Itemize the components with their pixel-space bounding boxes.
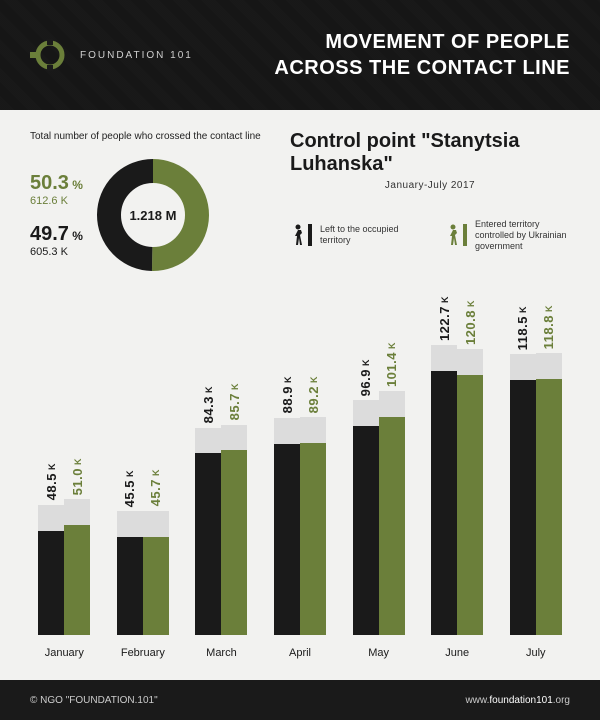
month-group: 118.5 K118.8 KJuly [505, 301, 566, 635]
donut-chart: 1.218 M [93, 155, 213, 275]
black-sub: 605.3 K [30, 246, 83, 258]
donut-block: Total number of people who crossed the c… [30, 130, 270, 275]
green-pct: 50.3 [30, 172, 69, 194]
legend-entered: Entered territory controlled by Ukrainia… [445, 219, 570, 251]
month-label: February [121, 647, 165, 659]
content: Total number of people who crossed the c… [0, 110, 600, 675]
legend-left-text: Left to the occupied territory [320, 224, 415, 246]
walker-left-icon [290, 224, 312, 246]
month-group: 96.9 K101.4 KMay [348, 338, 409, 635]
header-title: MOVEMENT OF PEOPLE ACROSS THE CONTACT LI… [274, 29, 570, 81]
green-sub: 612.6 K [30, 195, 83, 207]
footer-left: © NGO "FOUNDATION.101" [30, 695, 158, 706]
month-group: 45.5 K45.7 KFebruary [113, 465, 174, 635]
logo-icon [30, 37, 66, 73]
legend: Left to the occupied territory Entered t… [290, 219, 570, 251]
donut-stats: 50.3 % 612.6 K 49.7 % 605.3 K [30, 172, 83, 258]
month-label: April [289, 647, 311, 659]
month-label: July [526, 647, 546, 659]
legend-left: Left to the occupied territory [290, 219, 415, 251]
control-point-period: January-July 2017 [290, 180, 570, 191]
brand-text: FOUNDATION 101 [80, 50, 193, 61]
bar-chart: 48.5 K51.0 KJanuary 45.5 K45.7 KFebruary 8… [30, 305, 570, 665]
header: FOUNDATION 101 MOVEMENT OF PEOPLE ACROSS… [0, 0, 600, 110]
month-label: March [206, 647, 237, 659]
stat-black: 49.7 % 605.3 K [30, 223, 83, 258]
footer-url-bold: foundation101 [489, 695, 552, 706]
control-point-title: Control point "Stanytsia Luhanska" [290, 130, 570, 176]
donut-caption: Total number of people who crossed the c… [30, 130, 270, 143]
footer: © NGO "FOUNDATION.101" www.foundation101… [0, 680, 600, 720]
month-label: May [368, 647, 389, 659]
title-line-1: MOVEMENT OF PEOPLE [274, 29, 570, 55]
month-group: 48.5 K51.0 KJanuary [34, 454, 95, 635]
footer-url-post: .org [553, 695, 570, 706]
month-group: 84.3 K85.7 KMarch [191, 379, 252, 635]
summary-row: Total number of people who crossed the c… [30, 130, 570, 275]
black-pct: 49.7 [30, 223, 69, 245]
footer-right: www.foundation101.org [465, 695, 570, 706]
stat-green: 50.3 % 612.6 K [30, 172, 83, 207]
control-point-block: Control point "Stanytsia Luhanska" Janua… [290, 130, 570, 275]
month-label: January [45, 647, 84, 659]
month-group: 88.9 K89.2 KApril [270, 372, 331, 635]
donut-center-value: 1.218 M [93, 155, 213, 275]
month-label: June [445, 647, 469, 659]
month-group: 122.7 K120.8 KJune [427, 292, 488, 635]
logo-area: FOUNDATION 101 [30, 37, 193, 73]
walker-entered-icon [445, 224, 467, 246]
title-line-2: ACROSS THE CONTACT LINE [274, 55, 570, 81]
footer-url-pre: www. [465, 695, 489, 706]
donut-wrap: 50.3 % 612.6 K 49.7 % 605.3 K 1.218 M [30, 155, 270, 275]
legend-entered-text: Entered territory controlled by Ukrainia… [475, 219, 570, 251]
